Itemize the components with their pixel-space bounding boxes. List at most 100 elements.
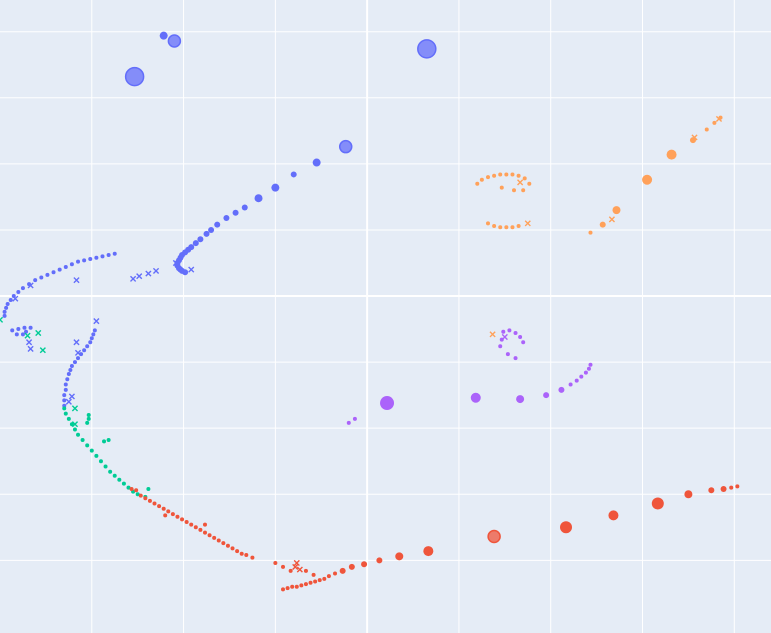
data-point <box>221 541 226 546</box>
series-3 <box>346 328 593 425</box>
data-point <box>475 181 480 186</box>
data-point <box>608 216 615 223</box>
data-point <box>608 510 619 521</box>
data-point <box>524 220 531 227</box>
data-point <box>498 172 503 177</box>
data-point <box>39 347 46 354</box>
data-point <box>89 336 94 341</box>
data-point <box>63 387 68 392</box>
data-point <box>89 448 94 453</box>
data-point <box>69 364 74 369</box>
data-point <box>708 487 715 494</box>
data-point <box>62 398 67 403</box>
data-point <box>322 576 327 581</box>
data-point <box>250 555 255 560</box>
data-point <box>69 422 74 427</box>
data-point <box>86 416 91 421</box>
data-point <box>172 259 180 267</box>
data-point <box>579 374 584 379</box>
data-point <box>521 340 526 345</box>
data-point <box>505 352 510 357</box>
data-point <box>71 421 79 428</box>
data-point <box>293 559 300 567</box>
data-point <box>352 416 357 421</box>
data-point <box>294 584 299 589</box>
data-point <box>558 386 565 393</box>
data-point <box>666 149 677 160</box>
data-point <box>20 286 25 291</box>
data-point <box>62 393 67 398</box>
data-point <box>333 571 338 576</box>
data-point <box>543 392 550 399</box>
data-point <box>504 172 509 177</box>
data-point <box>312 158 321 167</box>
data-point <box>117 477 122 482</box>
data-point <box>203 230 210 237</box>
data-point <box>86 412 91 417</box>
data-point <box>92 328 97 333</box>
data-point <box>292 563 299 571</box>
data-point <box>507 328 512 333</box>
data-point <box>239 551 244 556</box>
data-point <box>25 339 33 346</box>
data-point <box>12 295 19 302</box>
data-point <box>588 362 593 367</box>
data-point <box>10 328 15 333</box>
data-point <box>516 395 525 404</box>
data-point <box>489 331 496 338</box>
series-1 <box>0 316 151 499</box>
data-point <box>235 549 240 554</box>
data-point <box>2 309 7 314</box>
data-point <box>271 183 280 192</box>
data-point <box>241 204 248 211</box>
data-point <box>212 535 217 540</box>
data-point <box>33 278 38 283</box>
data-point <box>288 568 293 573</box>
data-point <box>103 464 108 469</box>
data-point <box>147 498 152 503</box>
data-point <box>346 420 351 425</box>
data-point <box>189 522 194 527</box>
data-point <box>91 332 96 337</box>
data-point <box>72 427 77 432</box>
data-point <box>20 332 25 337</box>
data-point <box>285 586 290 591</box>
data-point <box>146 486 151 491</box>
data-point <box>281 587 286 592</box>
data-point <box>76 356 81 361</box>
data-point <box>244 553 249 558</box>
data-point <box>492 223 497 228</box>
data-point <box>121 481 126 486</box>
data-point <box>517 179 524 186</box>
data-point <box>161 506 166 511</box>
data-point <box>88 257 93 262</box>
data-point <box>487 529 501 544</box>
data-point <box>499 185 504 190</box>
data-point <box>74 349 82 356</box>
data-point <box>216 538 221 543</box>
data-point <box>518 334 523 339</box>
data-point <box>88 340 93 345</box>
series-0 <box>2 31 437 408</box>
data-point <box>39 275 44 280</box>
data-point <box>65 398 72 405</box>
data-point <box>290 171 297 178</box>
data-point <box>16 327 21 332</box>
data-point <box>184 519 189 524</box>
data-point <box>521 188 526 193</box>
data-point <box>326 574 331 579</box>
data-point <box>175 514 180 519</box>
data-point <box>63 264 68 269</box>
data-point <box>712 120 717 125</box>
data-point <box>513 356 518 361</box>
data-point <box>214 221 221 228</box>
data-point <box>303 582 308 587</box>
data-point <box>230 546 235 551</box>
data-point <box>98 459 103 464</box>
data-point <box>296 566 303 573</box>
data-point <box>303 568 308 573</box>
data-point <box>85 420 90 425</box>
data-point <box>65 377 70 382</box>
data-point <box>513 331 518 336</box>
data-point <box>485 175 490 180</box>
